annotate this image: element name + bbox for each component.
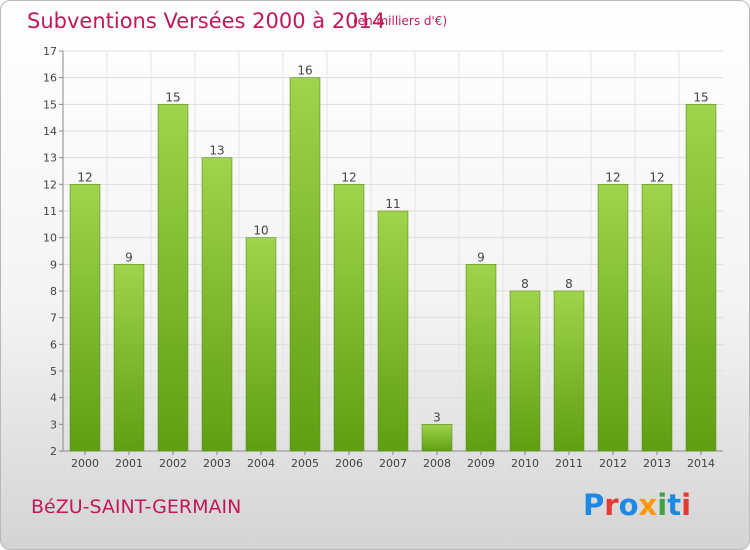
x-tick-label-2008: 2008	[423, 457, 451, 470]
bar-2004	[245, 237, 277, 452]
y-tick-label: 5	[50, 365, 57, 378]
y-tick-label: 12	[43, 178, 57, 191]
bar-2013	[641, 184, 673, 452]
y-tick-label: 14	[43, 125, 57, 138]
y-tick-label: 16	[43, 72, 57, 85]
y-tick-label: 7	[50, 312, 57, 325]
bar-2009	[465, 264, 497, 452]
value-label-2013: 12	[649, 170, 664, 184]
bar-2000	[69, 184, 101, 452]
bar-2006	[333, 184, 365, 452]
x-tick-label-2002: 2002	[159, 457, 187, 470]
value-label-2006: 12	[341, 170, 356, 184]
value-label-2009: 9	[477, 250, 485, 264]
logo-letter: t	[667, 488, 682, 522]
x-tick-label-2003: 2003	[203, 457, 231, 470]
x-tick-label-2004: 2004	[247, 457, 275, 470]
y-tick-label: 15	[43, 98, 57, 111]
y-tick-label: 11	[43, 205, 57, 218]
commune-name: BéZU-SAINT-GERMAIN	[31, 496, 242, 518]
value-label-2008: 3	[433, 410, 441, 424]
y-tick-label: 9	[50, 258, 57, 271]
x-tick-label-2000: 2000	[71, 457, 99, 470]
x-tick-label-2013: 2013	[643, 457, 671, 470]
bar-2007	[377, 210, 409, 452]
chart-title: Subventions Versées 2000 à 2014	[27, 9, 386, 33]
y-tick-label: 2	[50, 445, 57, 458]
value-label-2004: 10	[253, 224, 268, 238]
logo-letter: P	[583, 488, 605, 522]
bar-2011	[553, 290, 585, 452]
value-label-2000: 12	[77, 170, 92, 184]
x-tick-label-2014: 2014	[687, 457, 715, 470]
x-tick-label-2005: 2005	[291, 457, 319, 470]
value-label-2005: 16	[297, 64, 312, 78]
y-tick-label: 10	[43, 232, 57, 245]
bar-2014	[685, 104, 717, 452]
y-tick-label: 13	[43, 152, 57, 165]
value-label-2012: 12	[605, 170, 620, 184]
value-label-2001: 9	[125, 250, 133, 264]
logo-letter: i	[681, 488, 692, 522]
x-tick-label-2006: 2006	[335, 457, 363, 470]
value-label-2007: 11	[385, 197, 400, 211]
bar-2001	[113, 264, 145, 452]
bar-2012	[597, 184, 629, 452]
y-tick-label: 4	[50, 392, 57, 405]
y-tick-label: 8	[50, 285, 57, 298]
bar-2010	[509, 290, 541, 452]
value-label-2010: 8	[521, 277, 529, 291]
bar-2002	[157, 104, 189, 452]
logo-letter: x	[638, 488, 658, 522]
x-tick-label-2012: 2012	[599, 457, 627, 470]
logo-letter: i	[657, 488, 668, 522]
y-tick-label: 6	[50, 338, 57, 351]
x-tick-label-2011: 2011	[555, 457, 583, 470]
bars	[69, 77, 717, 452]
value-label-2003: 13	[209, 144, 224, 158]
y-tick-label: 17	[43, 45, 57, 58]
value-label-2011: 8	[565, 277, 573, 291]
value-label-2014: 15	[693, 90, 708, 104]
value-labels: 12 9 15 13 10 16 12 11 3 9 8 8 12 12 15	[77, 64, 708, 425]
x-tick-label-2007: 2007	[379, 457, 407, 470]
x-tick-label-2001: 2001	[115, 457, 143, 470]
y-tick-label: 3	[50, 418, 57, 431]
x-tick-label-2010: 2010	[511, 457, 539, 470]
logo-letter: o	[618, 488, 639, 522]
proxiti-logo: Proxiti	[583, 488, 691, 522]
x-tick-label-2009: 2009	[467, 457, 495, 470]
bar-2005	[289, 77, 321, 452]
bar-2008	[421, 424, 453, 452]
bar-2003	[201, 157, 233, 452]
tick-labels: 2 3 4 5 6 7 8 9 10 11 12 13 14 15 16 17 2000 2001 2002 2003…	[43, 45, 715, 470]
logo-letter: r	[604, 488, 619, 522]
value-label-2002: 15	[165, 90, 180, 104]
chart-unit: (en milliers d'€)	[353, 14, 448, 28]
